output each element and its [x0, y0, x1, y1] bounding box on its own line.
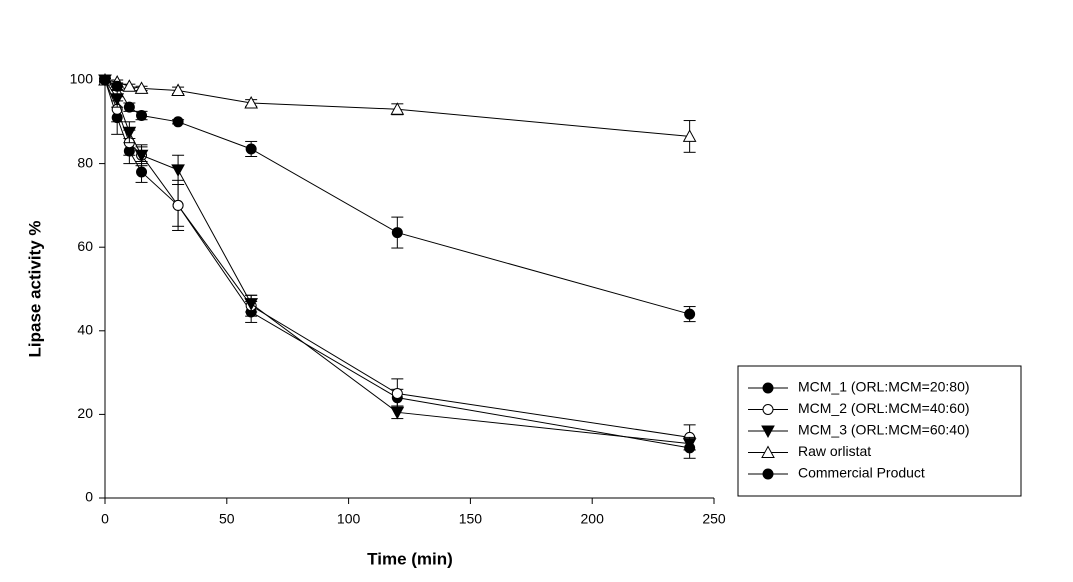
- marker: [172, 199, 184, 211]
- x-tick-label: 100: [337, 511, 361, 527]
- marker: [244, 95, 259, 109]
- x-axis-label: Time (min): [367, 549, 453, 568]
- marker: [172, 116, 184, 128]
- legend-label: MCM_2 (ORL:MCM=40:60): [798, 400, 970, 416]
- y-tick-label: 40: [77, 322, 93, 338]
- marker: [762, 382, 774, 394]
- x-tick-label: 200: [581, 511, 605, 527]
- x-tick-label: 0: [101, 511, 109, 527]
- x-tick-label: 150: [459, 511, 483, 527]
- marker: [122, 79, 137, 92]
- legend-label: Commercial Product: [798, 465, 925, 481]
- marker: [761, 445, 775, 458]
- legend-label: MCM_1 (ORL:MCM=20:80): [798, 379, 970, 395]
- marker: [171, 164, 185, 177]
- y-tick-label: 100: [70, 71, 94, 87]
- marker: [111, 80, 123, 92]
- marker: [99, 74, 111, 86]
- series-line: [104, 79, 690, 438]
- marker: [682, 129, 697, 142]
- marker: [171, 83, 185, 96]
- x-tick-label: 50: [219, 511, 235, 527]
- marker: [390, 102, 405, 115]
- marker: [391, 388, 403, 399]
- marker: [245, 143, 257, 155]
- marker: [134, 81, 149, 94]
- marker: [136, 110, 148, 122]
- y-tick-label: 0: [85, 489, 93, 505]
- series-line: [104, 79, 690, 449]
- marker: [123, 101, 135, 113]
- marker: [122, 126, 137, 140]
- marker: [684, 308, 696, 320]
- marker: [136, 166, 148, 178]
- x-tick-label: 250: [702, 511, 726, 527]
- marker: [762, 404, 774, 415]
- marker: [390, 406, 405, 420]
- y-tick-label: 60: [77, 238, 93, 254]
- marker: [762, 468, 774, 480]
- series-line: [104, 79, 690, 445]
- y-tick-label: 80: [77, 154, 93, 170]
- y-axis-label: Lipase activity %: [25, 220, 44, 357]
- y-tick-label: 20: [77, 405, 93, 421]
- marker: [134, 149, 149, 163]
- marker: [391, 227, 403, 239]
- marker: [244, 298, 259, 311]
- legend-label: MCM_3 (ORL:MCM=60:40): [798, 422, 970, 438]
- legend-label: Raw orlistat: [798, 443, 871, 459]
- marker: [682, 438, 697, 451]
- marker: [761, 425, 775, 439]
- marker: [110, 93, 125, 106]
